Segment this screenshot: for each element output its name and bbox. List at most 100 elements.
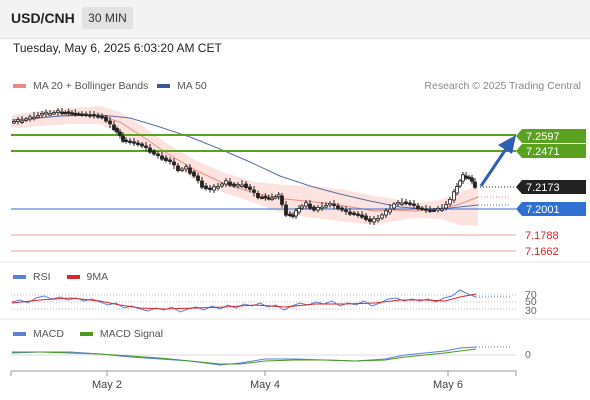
candle-body	[16, 119, 20, 122]
candle-body	[140, 143, 144, 147]
candle-body	[112, 124, 116, 131]
candle-body	[304, 202, 308, 207]
level-label-7.2173: 7.2173	[516, 180, 586, 194]
candle-body	[420, 207, 424, 210]
candle-body	[412, 203, 416, 206]
candle-body	[360, 214, 364, 218]
candle-body	[458, 180, 462, 187]
candle-body	[104, 116, 108, 122]
candle-body	[152, 150, 156, 155]
candle-body	[440, 208, 444, 211]
candle-body	[260, 196, 264, 199]
candle-body	[128, 140, 132, 143]
candle-body	[252, 189, 256, 193]
candle-body	[364, 215, 368, 220]
candle-body	[388, 208, 392, 213]
candle-body	[108, 120, 112, 125]
macd-line	[11, 346, 477, 366]
candle-body	[188, 167, 192, 174]
candle-body	[336, 205, 340, 209]
candle-body	[28, 116, 32, 120]
chart-header: USD/CNH 30 MIN	[0, 0, 590, 39]
candle-body	[344, 209, 348, 212]
candle-body	[396, 201, 400, 205]
candle-body	[470, 177, 474, 182]
x-tick-label: May 6	[433, 379, 463, 391]
forecast-arrow-head	[498, 135, 516, 154]
rsi-label-50: 50	[525, 296, 537, 308]
candle-body	[291, 214, 295, 217]
candle-body	[240, 184, 244, 187]
rsi-swatch	[13, 275, 26, 279]
candle-body	[136, 142, 140, 145]
candle-body	[428, 209, 432, 212]
candle-body	[44, 111, 48, 115]
candle-body	[121, 135, 125, 142]
x-tick-label: May 4	[250, 379, 280, 391]
candle-body	[400, 202, 404, 205]
candle-body	[48, 113, 52, 116]
candle-body	[461, 174, 465, 182]
candle-body	[320, 206, 324, 210]
candle-body	[256, 193, 260, 198]
ma-bollinger-swatch	[13, 84, 26, 88]
level-text: 7.2001	[526, 204, 560, 216]
level-label-7.2471: 7.2471	[516, 144, 586, 158]
candle-body	[40, 113, 44, 116]
candle-body	[452, 191, 456, 201]
rsi-label-30: 30	[525, 305, 537, 317]
candle-body	[208, 187, 212, 190]
candle-body	[300, 205, 304, 209]
level-label-7.1788: 7.1788	[525, 230, 559, 242]
candle-body	[340, 207, 344, 211]
x-tick-label: May 2	[92, 379, 122, 391]
candle-body	[372, 218, 376, 223]
candle-body	[36, 115, 40, 118]
candle-body	[118, 131, 122, 136]
candle-body	[464, 175, 468, 179]
legend-rsi-label: RSI	[33, 271, 51, 283]
timeframe-button[interactable]: 30 MIN	[82, 7, 133, 29]
candle-body	[212, 186, 216, 191]
candle-body	[328, 202, 332, 206]
candle-body	[348, 211, 352, 215]
candle-body	[200, 180, 204, 188]
level-label-7.1662: 7.1662	[525, 246, 559, 258]
candle-body	[444, 204, 448, 209]
candle-body	[263, 196, 268, 199]
candle-body	[60, 111, 64, 114]
legend-macd: MACD MACD Signal	[13, 328, 163, 340]
timestamp: Tuesday, May 6, 2025 6:03:20 AM CET	[13, 41, 222, 55]
candle-body	[316, 206, 320, 211]
legend-ma-bollinger-label: MA 20 + Bollinger Bands	[33, 80, 149, 92]
research-credit: Research © 2025 Trading Central	[424, 80, 581, 92]
candle-body	[248, 186, 252, 190]
candle-body	[192, 171, 196, 177]
candle-body	[297, 208, 301, 213]
candle-body	[232, 183, 236, 187]
candle-body	[24, 118, 28, 121]
ma20-line	[11, 114, 479, 212]
candle-body	[288, 213, 292, 216]
candle-body	[280, 195, 284, 205]
candle-body	[436, 207, 440, 211]
candle-body	[73, 112, 78, 116]
candle-body	[144, 145, 148, 148]
candle-body	[92, 114, 96, 117]
rsi-ma-swatch	[66, 275, 80, 279]
candle-body	[88, 114, 92, 117]
legend-macd-label: MACD	[33, 328, 64, 340]
candle-body	[392, 203, 396, 209]
candle-body	[216, 186, 220, 189]
candle-body	[180, 168, 184, 171]
candle-body	[220, 183, 224, 187]
candle-body	[168, 159, 172, 162]
level-text: 7.2471	[526, 146, 560, 158]
candle-body	[368, 218, 372, 222]
level-text: 7.2173	[526, 182, 560, 194]
rsi-line	[11, 289, 477, 313]
level-text: 7.2597	[526, 131, 560, 143]
candle-body	[273, 196, 278, 199]
rsi-label-70: 70	[525, 289, 537, 301]
candle-body	[204, 185, 208, 189]
